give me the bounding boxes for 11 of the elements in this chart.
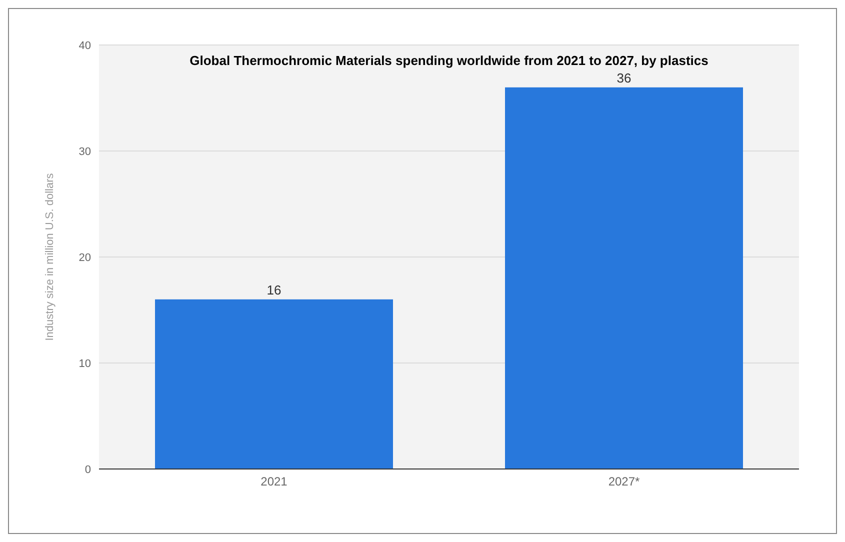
x-tick-label: 2027*: [608, 474, 640, 489]
x-tick-label: 2021: [260, 474, 288, 489]
y-tick-label: 0: [84, 464, 91, 476]
data-label: 36: [616, 70, 632, 86]
y-tick-label: 40: [78, 40, 91, 52]
data-label: 16: [266, 282, 282, 298]
y-tick-label: 20: [78, 252, 91, 264]
y-tick-label: 30: [78, 146, 91, 158]
y-tick-label: 10: [78, 358, 91, 370]
y-axis-title: Industry size in million U.S. dollars: [44, 172, 56, 341]
text: Global Thermochromic Materials spending worldwide from 2021 to 2027, by plastics: [188, 53, 710, 68]
